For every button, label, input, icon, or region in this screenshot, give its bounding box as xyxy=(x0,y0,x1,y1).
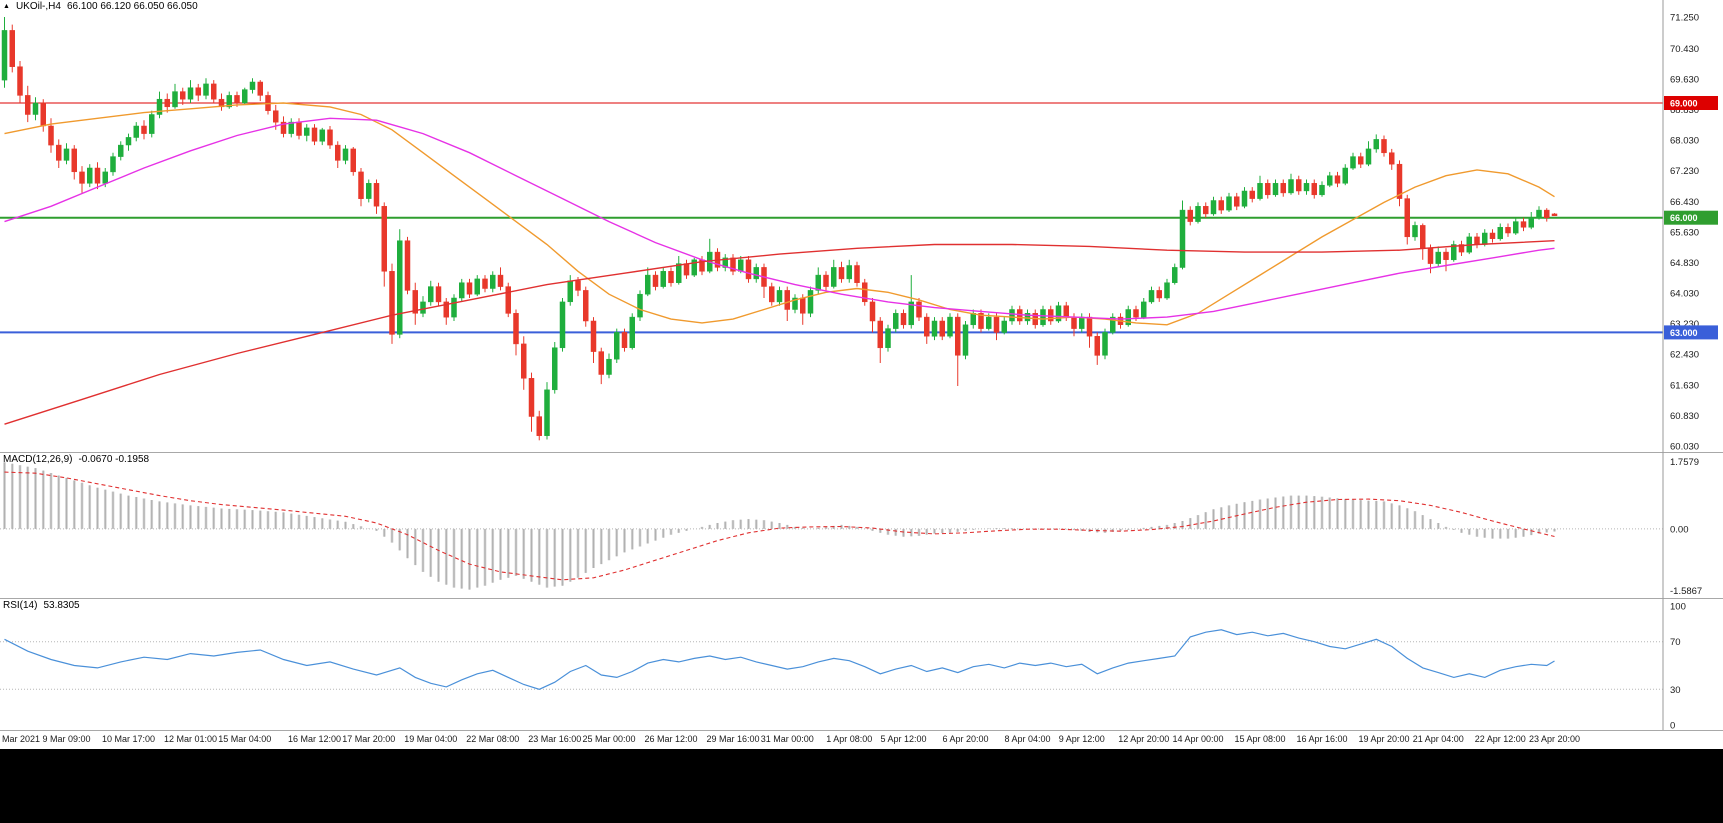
svg-text:68.030: 68.030 xyxy=(1670,136,1699,147)
svg-text:1.7579: 1.7579 xyxy=(1670,457,1699,468)
rsi-chart-canvas[interactable]: 100 70 30 0 xyxy=(0,598,1723,730)
time-axis-label: Mar 2021 xyxy=(2,734,41,744)
time-axis-label: 5 Apr 12:00 xyxy=(880,734,927,744)
macd-header: MACD(12,26,9) -0.0670 -0.1958 xyxy=(3,454,149,465)
macd-values: -0.0670 -0.1958 xyxy=(78,454,150,465)
svg-text:66.430: 66.430 xyxy=(1670,197,1699,208)
svg-text:64.830: 64.830 xyxy=(1670,258,1699,269)
svg-text:70.430: 70.430 xyxy=(1670,44,1699,55)
time-axis-label: 16 Mar 12:00 xyxy=(287,734,342,744)
time-axis-label: 15 Apr 08:00 xyxy=(1234,734,1286,744)
svg-text:67.230: 67.230 xyxy=(1670,166,1699,177)
svg-text:70: 70 xyxy=(1670,637,1681,648)
svg-text:69.630: 69.630 xyxy=(1670,74,1699,85)
svg-text:0.00: 0.00 xyxy=(1670,524,1689,535)
svg-text:65.630: 65.630 xyxy=(1670,227,1699,238)
svg-text:61.630: 61.630 xyxy=(1670,380,1699,391)
time-axis-label: 23 Mar 16:00 xyxy=(528,734,582,744)
svg-text:69.000: 69.000 xyxy=(1670,99,1698,109)
rsi-panel: 100 70 30 0 RSI(14) 53.8305 xyxy=(0,598,1723,730)
time-axis-label: 12 Apr 20:00 xyxy=(1118,734,1170,744)
svg-text:60.030: 60.030 xyxy=(1670,442,1699,453)
time-axis-label: 9 Mar 09:00 xyxy=(42,734,91,744)
time-axis[interactable]: Mar 2021 9 Mar 09:00 10 Mar 17:00 12 Mar 01… xyxy=(0,730,1723,749)
rsi-header: RSI(14) 53.8305 xyxy=(3,600,80,611)
time-axis-label: 22 Mar 08:00 xyxy=(466,734,520,744)
time-axis-label: 17 Mar 20:00 xyxy=(342,734,396,744)
svg-text:62.430: 62.430 xyxy=(1670,350,1699,361)
ohlc-values: 66.100 66.120 66.050 66.050 xyxy=(66,1,198,12)
time-axis-label: 23 Apr 20:00 xyxy=(1528,734,1581,744)
time-axis-label: 6 Apr 20:00 xyxy=(942,734,989,744)
time-axis-label: 26 Mar 12:00 xyxy=(644,734,698,744)
svg-text:71.250: 71.250 xyxy=(1670,13,1699,24)
time-axis-label: 16 Apr 16:00 xyxy=(1296,734,1348,744)
time-axis-label: 19 Mar 04:00 xyxy=(404,734,458,744)
rsi-value: 53.8305 xyxy=(43,600,80,611)
svg-text:64.030: 64.030 xyxy=(1670,289,1699,300)
svg-text:60.830: 60.830 xyxy=(1670,411,1699,422)
macd-chart-canvas[interactable]: 1.7579 0.00 -1.5867 xyxy=(0,452,1723,598)
time-axis-label: 19 Apr 20:00 xyxy=(1358,734,1410,744)
time-axis-label: 22 Apr 12:00 xyxy=(1474,734,1526,744)
svg-text:-1.5867: -1.5867 xyxy=(1670,586,1702,597)
time-axis-label: 21 Apr 04:00 xyxy=(1412,734,1464,744)
time-axis-label: 25 Mar 00:00 xyxy=(582,734,636,744)
price-panel: 71.250 70.430 69.630 68.830 68.030 67.230 66.4… xyxy=(0,0,1723,452)
svg-text:0: 0 xyxy=(1670,721,1675,731)
macd-panel: 1.7579 0.00 -1.5867 MACD(12,26,9) -0.0670 … xyxy=(0,452,1723,598)
svg-text:63.000: 63.000 xyxy=(1670,328,1698,338)
time-axis-label: 29 Mar 16:00 xyxy=(706,734,760,744)
window-icon: ▲ xyxy=(3,2,10,10)
time-axis-label: 1 Apr 08:00 xyxy=(826,734,873,744)
time-axis-label: 14 Apr 00:00 xyxy=(1172,734,1224,744)
candlestick-chart-canvas[interactable]: 71.250 70.430 69.630 68.830 68.030 67.230 66.4… xyxy=(0,0,1723,452)
time-axis-label: 10 Mar 17:00 xyxy=(101,734,156,744)
svg-text:68.830: 68.830 xyxy=(1670,105,1699,116)
svg-text:30: 30 xyxy=(1670,685,1681,696)
symbol-timeframe-label: UKOil-,H4 xyxy=(15,1,61,12)
svg-text:63.230: 63.230 xyxy=(1670,319,1699,330)
time-axis-label: 9 Apr 12:00 xyxy=(1058,734,1105,744)
time-axis-label: 8 Apr 04:00 xyxy=(1004,734,1051,744)
svg-text:100: 100 xyxy=(1670,602,1686,613)
time-axis-label: 31 Mar 00:00 xyxy=(760,734,814,744)
svg-text:66.000: 66.000 xyxy=(1670,213,1698,223)
rsi-label: RSI(14) xyxy=(3,600,38,611)
time-axis-label: 15 Mar 04:00 xyxy=(218,734,272,744)
bottom-black-bar xyxy=(0,749,1723,823)
time-axis-label: 12 Mar 01:00 xyxy=(163,734,218,744)
chart-header: ▲ UKOil-,H4 66.100 66.120 66.050 66.050 xyxy=(3,1,198,12)
macd-label: MACD(12,26,9) xyxy=(3,454,73,465)
